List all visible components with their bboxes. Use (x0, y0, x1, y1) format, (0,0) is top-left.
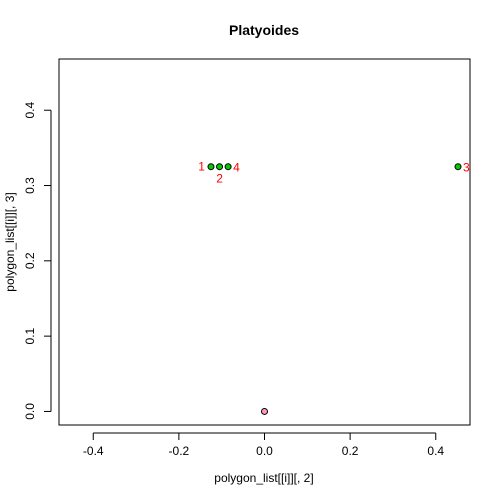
y-axis-label: polygon_list[[i]][, 3] (3, 192, 17, 291)
point-label: 1 (198, 160, 205, 174)
chart-title: Platyoides (229, 22, 299, 38)
y-axis: 0.0 0.1 0.2 0.3 0.4 (23, 102, 52, 420)
plot-frame (58, 58, 471, 426)
point-label: 2 (216, 172, 223, 186)
y-tick-label: 0.2 (23, 252, 37, 269)
point-label: 3 (463, 161, 470, 175)
y-tick-label: 0.1 (23, 327, 37, 344)
data-point (207, 163, 215, 171)
data-point (216, 163, 224, 171)
point-labels: 12 3 4 (198, 160, 470, 186)
x-axis: -0.4 -0.2 0.0 0.2 0.4 (83, 432, 444, 458)
y-tick-label: 0.4 (23, 102, 37, 119)
data-point (224, 163, 232, 171)
point-label: 4 (233, 161, 240, 175)
x-tick-label: 0.0 (256, 444, 273, 458)
x-tick-label: 0.4 (427, 444, 444, 458)
data-points (207, 163, 462, 415)
x-axis-label: polygon_list[[i]][, 2] (214, 471, 313, 485)
y-tick-label: 0.0 (23, 403, 37, 420)
data-point (261, 407, 268, 415)
x-tick-label: 0.2 (342, 444, 359, 458)
x-tick-label: -0.2 (169, 444, 190, 458)
x-tick-label: -0.4 (83, 444, 104, 458)
data-point (454, 163, 462, 171)
y-tick-label: 0.3 (23, 177, 37, 194)
